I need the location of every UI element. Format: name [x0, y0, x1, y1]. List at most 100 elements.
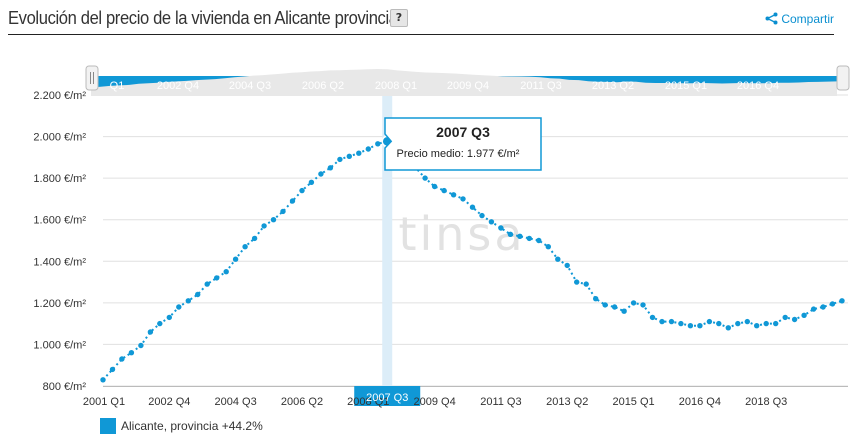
- data-point: [280, 208, 286, 215]
- data-point: [517, 233, 523, 239]
- data-point: [498, 225, 504, 231]
- data-point: [649, 314, 656, 321]
- data-point: [611, 304, 618, 310]
- data-point: [621, 308, 627, 314]
- data-point: [251, 235, 258, 242]
- data-point: [441, 187, 447, 194]
- data-point: [640, 302, 646, 308]
- range-navigator[interactable]: Q1 2002 Q4 2004 Q3 2006 Q2 2008 Q1 2009 Q4 201…: [85, 65, 850, 96]
- y-axis: 800 €/m² 1.000 €/m² 1.200 €/m² 1.400 €/m² 1.…: [33, 90, 86, 393]
- data-point: [422, 175, 428, 181]
- x-tick-label: 2011 Q3: [480, 396, 521, 408]
- navigator-handle-right: [836, 65, 850, 91]
- data-point: [820, 304, 826, 310]
- data-point: [593, 296, 599, 302]
- data-point: [687, 323, 694, 329]
- data-point: [270, 217, 277, 223]
- data-point: [109, 366, 116, 373]
- navigator-label: 2004 Q3: [229, 80, 271, 92]
- data-point: [119, 356, 125, 362]
- help-button[interactable]: ?: [390, 9, 408, 27]
- data-point: [545, 244, 551, 250]
- watermark: tinsa: [398, 207, 522, 261]
- y-tick-label: 2.000 €/m²: [33, 132, 86, 144]
- data-point: [773, 320, 779, 327]
- data-point: [791, 316, 798, 323]
- data-point: [829, 301, 836, 307]
- x-tick-label: 2016 Q4: [679, 396, 721, 408]
- data-point: [555, 256, 561, 262]
- data-point: [630, 300, 637, 306]
- data-point: [839, 298, 845, 304]
- legend-label: Alicante, provincia +44.2%: [121, 419, 263, 433]
- data-point: [128, 350, 135, 356]
- navigator-area: [91, 69, 837, 96]
- data-point: [138, 342, 144, 349]
- navigator-handle-left: [85, 65, 99, 91]
- data-point: [574, 279, 580, 285]
- y-tick-label: 2.200 €/m²: [33, 90, 86, 102]
- data-point: [488, 219, 495, 225]
- y-tick-label: 1.600 €/m²: [33, 215, 86, 227]
- y-tick-label: 800 €/m²: [43, 381, 87, 393]
- tooltip-box: [384, 117, 542, 171]
- data-point: [327, 165, 334, 171]
- navigator-label: 2008 Q1: [375, 80, 417, 92]
- series-alicante: [100, 135, 845, 383]
- legend-item[interactable]: Alicante, provincia +44.2%: [100, 418, 263, 434]
- data-point: [195, 291, 201, 298]
- x-tick-label: 2002 Q4: [148, 396, 190, 408]
- x-tick-label: 2013 Q2: [546, 396, 588, 408]
- navigator-label: 2015 Q1: [665, 80, 707, 92]
- data-point: [697, 323, 703, 329]
- data-point: [668, 318, 675, 325]
- tooltip: 2007 Q3 Precio medio: 1.977 €/m²: [384, 117, 542, 171]
- data-point: [375, 141, 381, 147]
- data-point: [185, 298, 191, 304]
- page-title: Evolución del precio de la vivienda en A…: [8, 8, 398, 28]
- navigator-label: 2011 Q3: [520, 80, 561, 92]
- data-point: [706, 318, 713, 325]
- data-point: [356, 150, 362, 156]
- x-tick-label: 2006 Q2: [281, 396, 323, 408]
- data-point: [261, 223, 267, 229]
- y-tick-label: 1.000 €/m²: [33, 339, 86, 351]
- data-point: [602, 302, 608, 308]
- share-button[interactable]: Compartir: [765, 12, 834, 26]
- data-point: [536, 237, 542, 244]
- data-point: [242, 244, 248, 250]
- data-point: [469, 204, 476, 210]
- data-point: [223, 269, 229, 275]
- data-point: [782, 314, 788, 321]
- data-point: [431, 183, 438, 190]
- legend-swatch: [100, 418, 116, 434]
- tooltip-title: 2007 Q3: [436, 124, 490, 140]
- data-point: [157, 320, 163, 327]
- data-point: [810, 306, 817, 312]
- navigator-label: Q1: [110, 80, 125, 92]
- data-point: [735, 320, 741, 327]
- x-tick-label: 2008 Q1: [347, 396, 389, 408]
- data-point: [479, 212, 485, 219]
- data-point: [716, 320, 722, 327]
- crosshair-label-box: [354, 386, 421, 406]
- x-tick-label: 2001 Q1: [83, 396, 125, 408]
- data-point: [318, 171, 324, 177]
- data-point: [678, 320, 684, 327]
- x-axis: 2001 Q1 2002 Q4 2004 Q3 2006 Q2 2008 Q1 2009 …: [83, 392, 787, 408]
- navigator-label: 2006 Q2: [302, 80, 344, 92]
- data-point: [725, 325, 731, 331]
- y-tick-label: 1.400 €/m²: [33, 256, 86, 268]
- share-icon: [765, 12, 778, 25]
- data-point: [100, 377, 106, 383]
- crosshair-label: 2007 Q3: [366, 392, 408, 404]
- data-point: [289, 198, 296, 204]
- data-point: [204, 281, 210, 287]
- data-point: [365, 146, 371, 152]
- x-tick-label: 2004 Q3: [215, 396, 257, 408]
- x-tick-label: 2018 Q3: [745, 396, 787, 408]
- y-tick-label: 1.200 €/m²: [33, 298, 86, 310]
- tooltip-value: Precio medio: 1.977 €/m²: [397, 148, 520, 160]
- data-point: [299, 187, 305, 194]
